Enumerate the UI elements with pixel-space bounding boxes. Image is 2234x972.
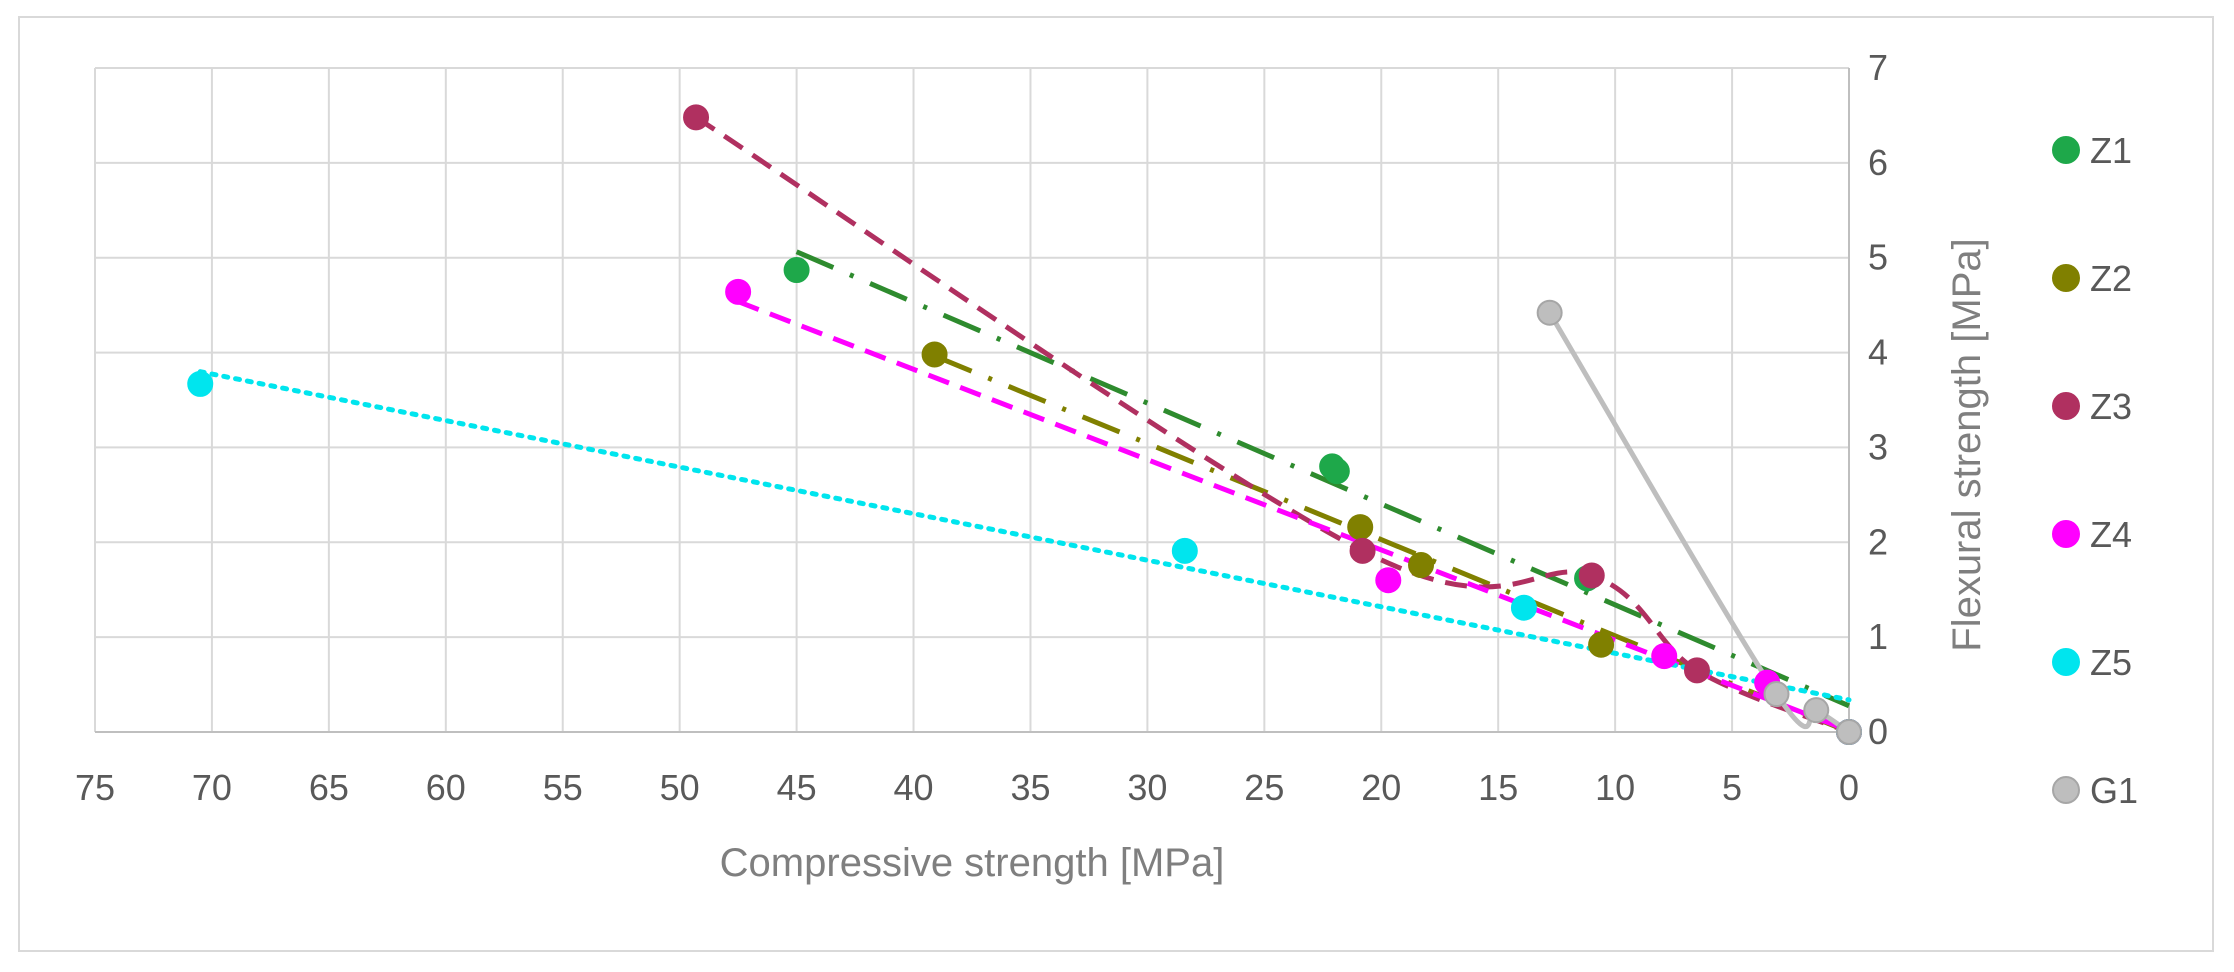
data-point-z4	[725, 278, 752, 305]
x-tick-label: 35	[1010, 767, 1050, 808]
data-point-z3	[683, 104, 710, 131]
data-point-z5	[187, 370, 214, 397]
x-tick-label: 75	[75, 767, 115, 808]
data-point-z1	[1323, 458, 1350, 485]
data-point-z2	[921, 341, 948, 368]
data-point-z3	[1578, 562, 1605, 589]
grid-lines	[94, 67, 1850, 733]
y-tick-label: 4	[1868, 332, 1888, 373]
data-point-z3	[1349, 537, 1376, 564]
legend-label-g1: G1	[2090, 770, 2138, 811]
data-point-z3	[1683, 657, 1710, 684]
legend-label-z5: Z5	[2090, 642, 2132, 683]
data-point-g1	[1803, 697, 1830, 724]
y-tick-label: 0	[1868, 711, 1888, 752]
legend-marker-g1	[2052, 776, 2080, 804]
x-tick-label: 0	[1839, 767, 1859, 808]
x-tick-labels: 75 70 65 60 55 50 45 40 35 30 25 20 15 10 5 0	[75, 767, 1859, 808]
legend: Z1 Z2 Z3 Z4 Z5 G1	[2052, 130, 2138, 811]
data-point-z2	[1408, 552, 1435, 579]
x-tick-label: 40	[894, 767, 934, 808]
y-tick-label: 2	[1868, 521, 1888, 562]
x-tick-label: 65	[309, 767, 349, 808]
x-tick-label: 45	[777, 767, 817, 808]
data-point-z2	[1347, 514, 1374, 541]
legend-label-z1: Z1	[2090, 130, 2132, 171]
legend-label-z2: Z2	[2090, 258, 2132, 299]
x-tick-label: 20	[1361, 767, 1401, 808]
y-tick-label: 3	[1868, 426, 1888, 467]
trendline-z1	[795, 249, 1850, 709]
x-tick-label: 30	[1127, 767, 1167, 808]
x-tick-label: 5	[1722, 767, 1742, 808]
y-tick-label: 6	[1868, 142, 1888, 183]
y-tick-label: 5	[1868, 237, 1888, 278]
legend-label-z4: Z4	[2090, 514, 2132, 555]
x-tick-label: 15	[1478, 767, 1518, 808]
legend-marker-z5	[2052, 648, 2080, 676]
data-points	[187, 104, 1862, 745]
legend-marker-z3	[2052, 392, 2080, 420]
x-tick-label: 25	[1244, 767, 1284, 808]
legend-marker-z2	[2052, 264, 2080, 292]
data-point-g1	[1836, 719, 1862, 745]
data-point-z2	[1588, 631, 1615, 658]
data-point-g1	[1536, 299, 1563, 326]
x-tick-label: 60	[426, 767, 466, 808]
y-tick-label: 7	[1868, 47, 1888, 88]
data-point-z5	[1510, 594, 1537, 621]
data-point-z1	[783, 257, 810, 284]
x-tick-label: 55	[543, 767, 583, 808]
data-point-g1	[1763, 681, 1790, 708]
trendline-z5	[197, 369, 1852, 703]
x-tick-label: 50	[660, 767, 700, 808]
x-axis-title: Compressive strength [MPa]	[720, 841, 1225, 885]
legend-marker-z4	[2052, 520, 2080, 548]
data-point-z5	[1171, 537, 1198, 564]
y-tick-labels: 0 1 2 3 4 5 6 7	[1868, 47, 1888, 752]
x-tick-label: 70	[192, 767, 232, 808]
x-tick-label: 10	[1595, 767, 1635, 808]
legend-marker-z1	[2052, 136, 2080, 164]
data-point-z4	[1375, 567, 1402, 594]
trendline-z3	[694, 115, 1850, 735]
data-point-z4	[1651, 643, 1678, 670]
legend-label-z3: Z3	[2090, 386, 2132, 427]
y-axis-title: Flexural strength [MPa]	[1945, 238, 1989, 652]
axes	[95, 68, 1850, 733]
y-tick-label: 1	[1868, 616, 1888, 657]
